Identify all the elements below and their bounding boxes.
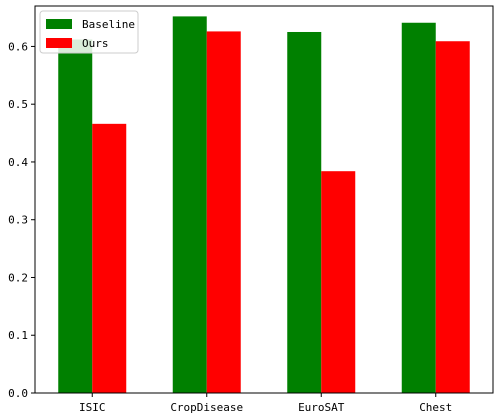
y-tick-label: 0.6 (8, 40, 28, 53)
legend: Baseline Ours (39, 10, 139, 54)
x-tick-label: EuroSAT (298, 401, 345, 414)
bar-baseline-chest (401, 22, 436, 394)
y-tick-label: 0.5 (8, 98, 28, 111)
bar-ours-eurosat (321, 171, 356, 393)
bars-layer (58, 16, 470, 394)
x-tick-label: CropDisease (170, 401, 243, 414)
bar-ours-chest (435, 41, 470, 394)
legend-label-baseline: Baseline (82, 18, 135, 31)
y-tick-label: 0.2 (8, 271, 28, 284)
x-tick-label: ISIC (79, 401, 106, 414)
legend-swatch-baseline (46, 19, 72, 29)
x-tick-label: Chest (419, 401, 452, 414)
legend-label-ours: Ours (82, 37, 109, 50)
axes-layer: ISIC CropDisease EuroSAT Chest 0.0 0.1 0.2 0.3 0… (8, 5, 494, 414)
plot-frame (34, 5, 494, 394)
y-tick-label: 0.4 (8, 156, 28, 169)
bar-ours-cropdisease (206, 31, 241, 394)
y-tick-label: 0.3 (8, 214, 28, 227)
y-tick-label: 0.1 (8, 329, 28, 342)
bar-baseline-eurosat (287, 31, 322, 394)
bar-baseline-isic (58, 39, 93, 393)
legend-swatch-ours (46, 38, 72, 48)
bar-baseline-cropdisease (172, 16, 207, 394)
y-tick-label: 0.0 (8, 387, 28, 400)
bar-ours-isic (92, 123, 127, 394)
